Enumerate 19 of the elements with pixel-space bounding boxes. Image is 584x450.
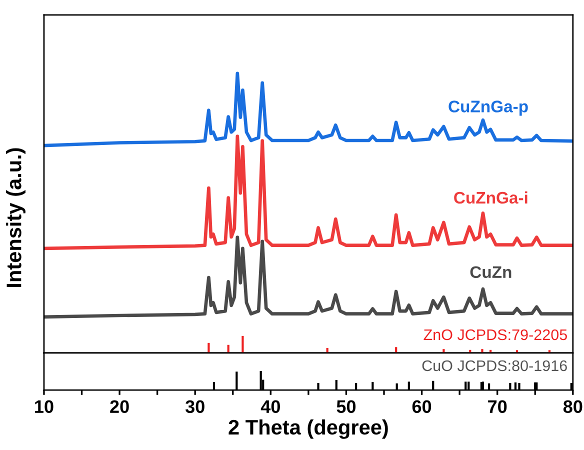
x-tick-label: 80 xyxy=(563,400,582,413)
x-tick-label: 60 xyxy=(412,400,432,413)
bar xyxy=(242,336,244,353)
x-tick-label: 70 xyxy=(488,400,507,413)
x-tick-label: 50 xyxy=(336,400,356,413)
x-tick-label: 30 xyxy=(185,400,204,414)
x-axis-title: 2 Theta (degree) xyxy=(228,419,388,439)
annotation: ZnO JCPDS:79-2205 xyxy=(424,329,567,340)
series-label: CuZn xyxy=(470,266,512,278)
y-axis-title: Intensity (a.u.) xyxy=(6,148,26,287)
annotation: CuO JCPDS:80-1916 xyxy=(422,360,567,372)
bar xyxy=(208,342,210,353)
x-tick-label: 20 xyxy=(110,400,129,413)
x-tick-label: 10 xyxy=(35,400,54,413)
bar xyxy=(442,349,445,353)
series-label: CuZnGa-p xyxy=(448,100,528,116)
x-tick-label: 40 xyxy=(260,400,280,413)
bar xyxy=(481,349,484,353)
series-label: CuZnGa-i xyxy=(454,191,528,204)
